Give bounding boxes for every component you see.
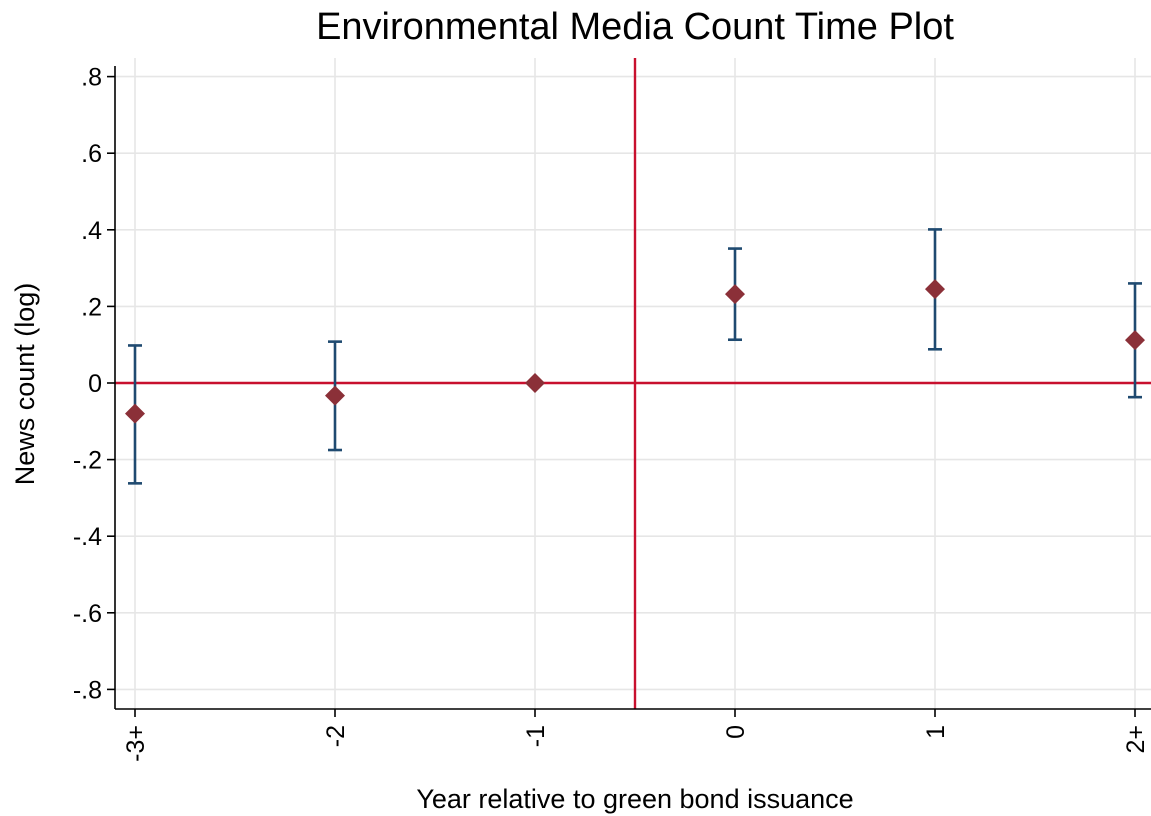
y-tick-label: -.2: [73, 447, 102, 475]
y-tick-label: -.4: [73, 523, 102, 551]
axes: .8 .6 .4 .2 0 -.2 -.4 -.6 -.8 -3+ -2 -1 0 1 2+: [73, 64, 1151, 762]
point-estimate-marker: [925, 279, 945, 300]
y-tick-label: .2: [81, 293, 102, 321]
chart-title: Environmental Media Count Time Plot: [316, 6, 954, 48]
x-tick-label: -1: [522, 725, 550, 747]
y-tick-label: 0: [88, 370, 102, 398]
x-tick-label: -2: [322, 725, 350, 747]
x-tick-label: 2+: [1122, 725, 1150, 754]
y-axis-label: News count (log): [10, 283, 40, 486]
point-estimates: [125, 279, 1145, 424]
point-estimate-marker: [1125, 330, 1145, 351]
y-tick-label: .8: [81, 64, 102, 92]
point-estimate-marker: [125, 403, 145, 424]
x-tick-label: -3+: [122, 725, 150, 762]
point-estimate-marker: [525, 373, 545, 393]
point-estimate-marker: [725, 284, 745, 305]
reference-lines: [115, 58, 1151, 709]
x-axis-label: Year relative to green bond issuance: [416, 784, 853, 814]
y-tick-label: -.8: [73, 676, 102, 704]
x-tick-label: 1: [922, 725, 950, 739]
point-estimate-marker: [325, 385, 345, 406]
y-tick-label: -.6: [73, 600, 102, 628]
y-tick-label: .4: [81, 217, 102, 245]
x-tick-label: 0: [722, 725, 750, 739]
y-tick-label: .6: [81, 140, 102, 168]
